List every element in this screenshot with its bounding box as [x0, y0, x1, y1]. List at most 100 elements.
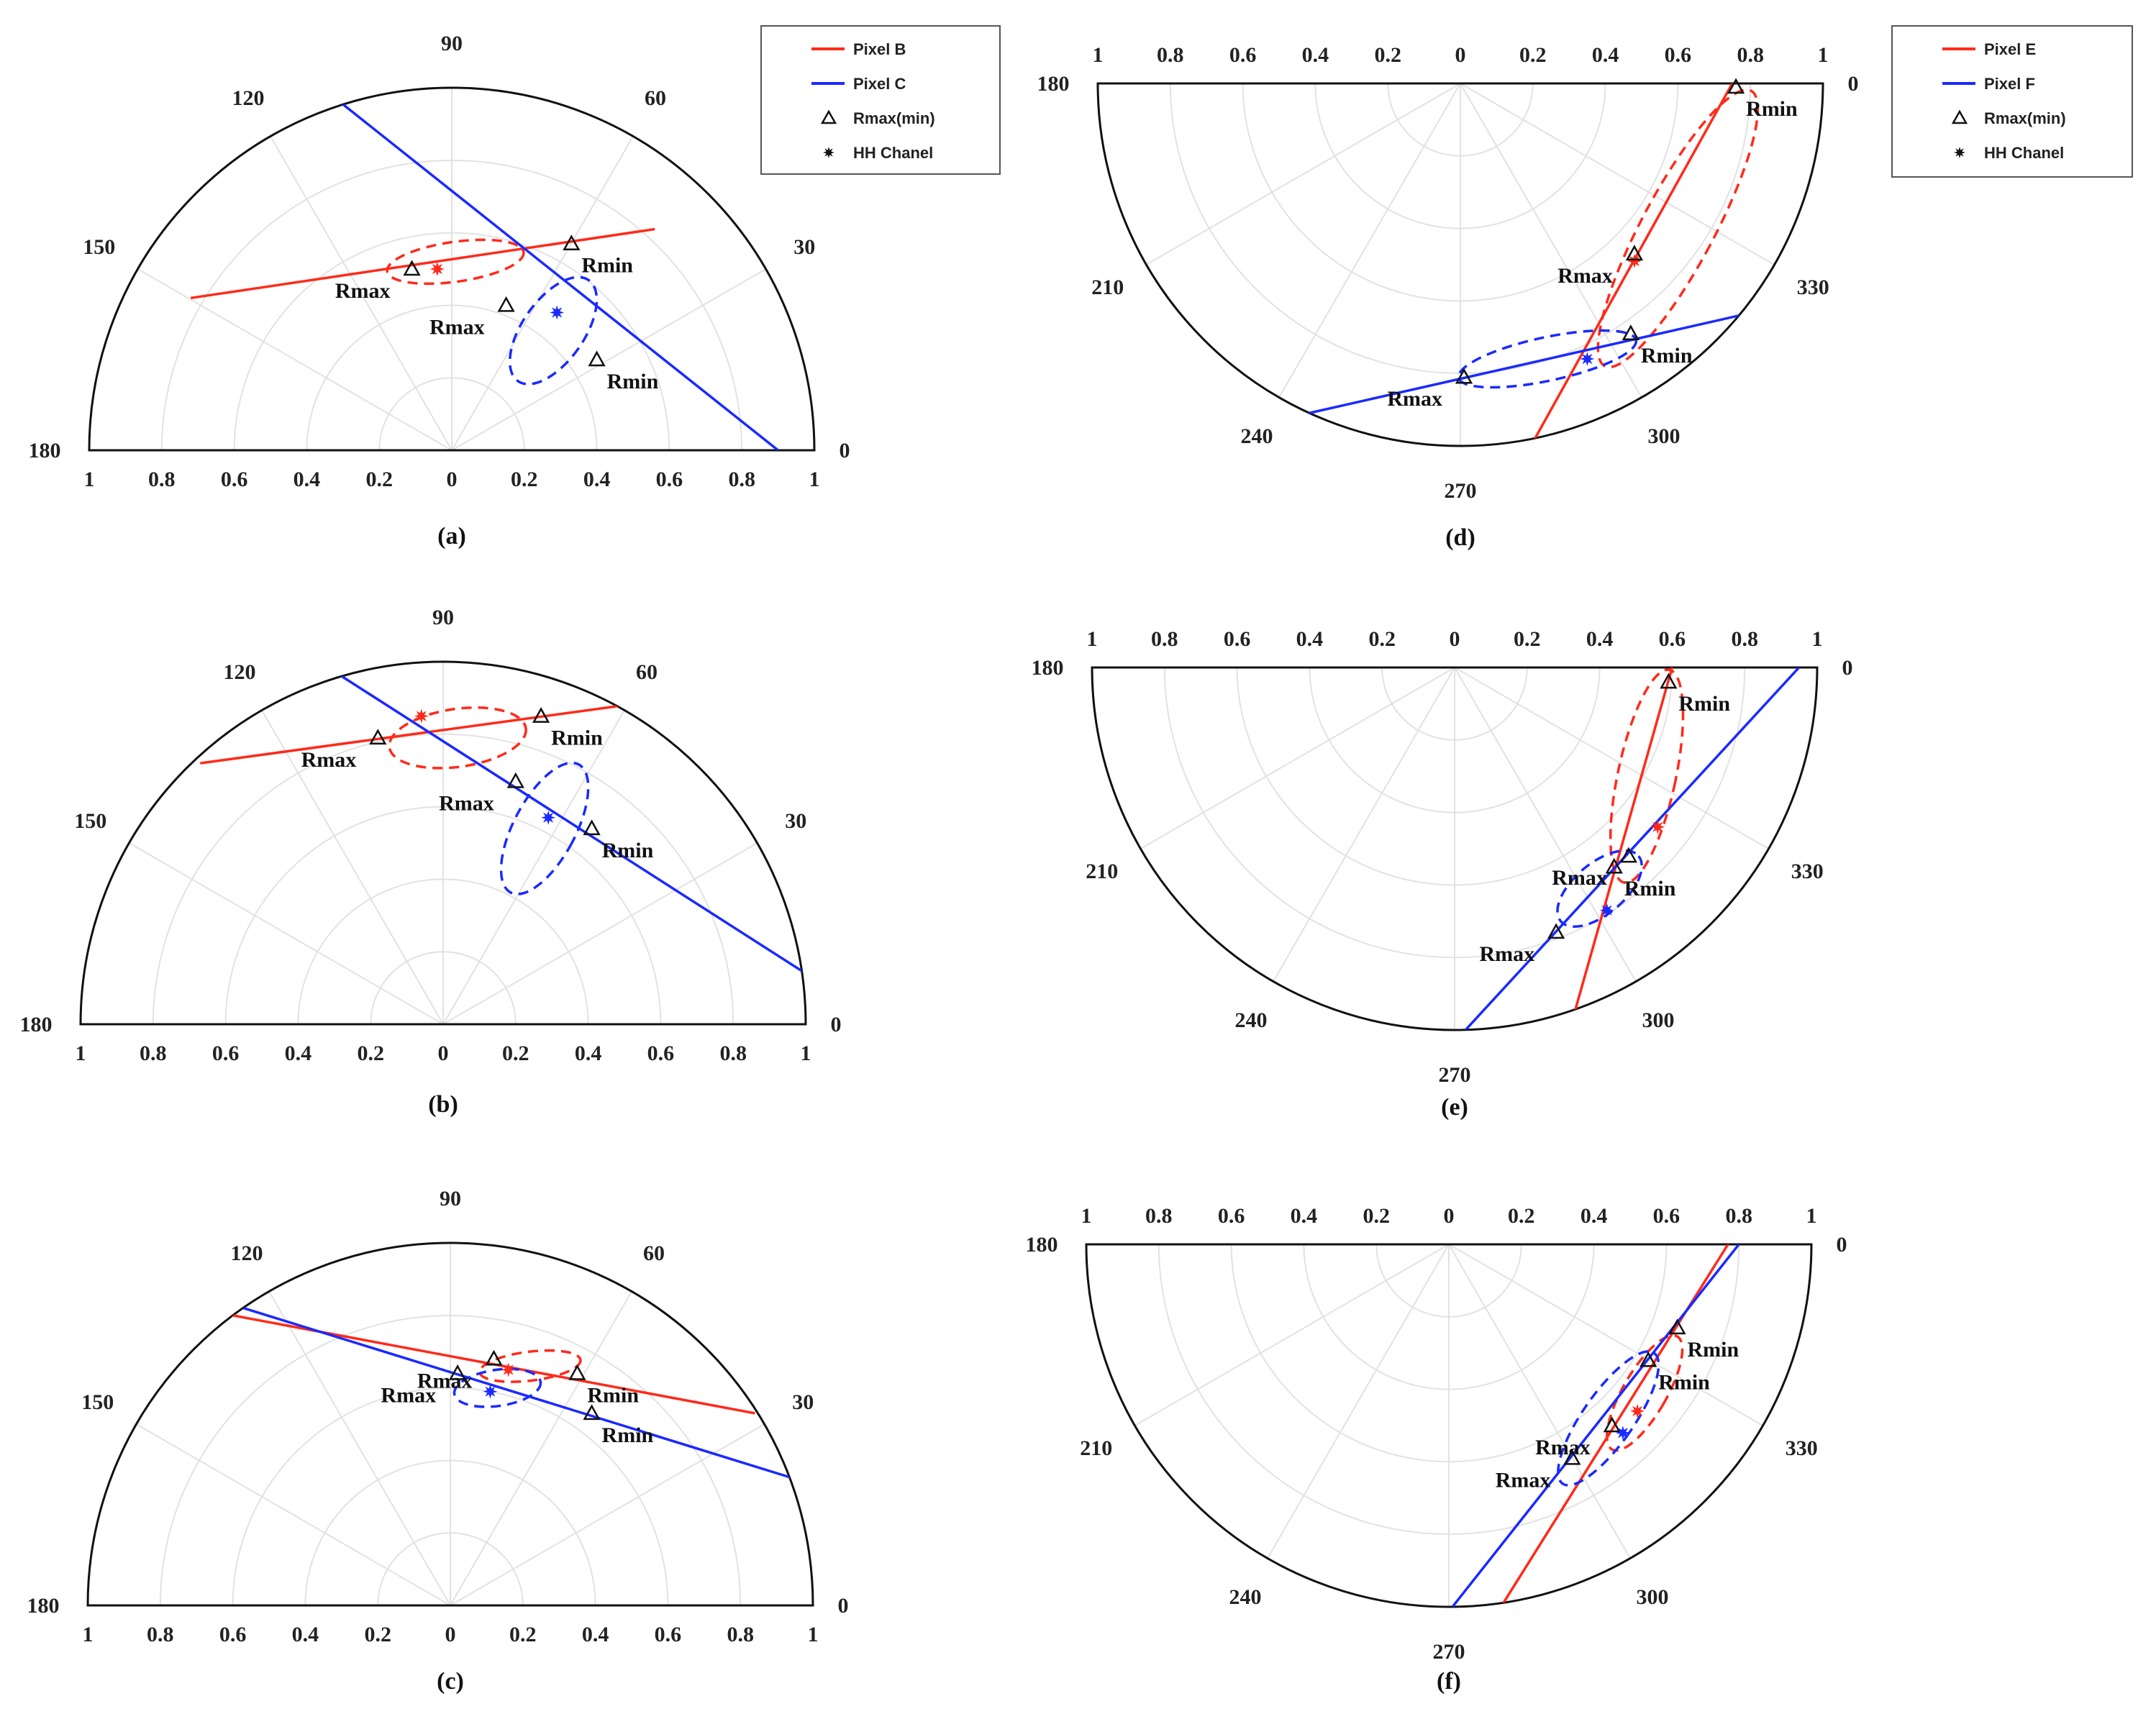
polar-frame — [79, 660, 807, 1026]
radius-tick-label: 0.2 — [357, 1042, 384, 1065]
plot-area — [190, 97, 779, 450]
series-line — [335, 97, 779, 450]
series-line — [1569, 667, 1674, 1027]
grid-spoke — [442, 710, 625, 1025]
radius-tick-label: 0.2 — [364, 1623, 391, 1646]
radius-tick-label: 0 — [1450, 627, 1460, 651]
radius-tick-label: 0.4 — [583, 468, 611, 491]
radius-tick-label: 0.4 — [1580, 1204, 1608, 1228]
point-label: Rmin — [587, 1383, 639, 1407]
point-label: Rmin — [1688, 1338, 1739, 1362]
angle-label: 90 — [440, 1187, 461, 1211]
point-label: Rmax — [429, 315, 485, 339]
series-line — [200, 703, 625, 765]
point-label: Rmin — [1641, 344, 1693, 368]
point-label: Rmax — [335, 279, 391, 303]
series-line — [1464, 667, 1801, 1030]
radius-tick-label: 0.2 — [502, 1042, 529, 1065]
plot-area — [1464, 667, 1801, 1030]
radius-tick-label: 0.8 — [1725, 1204, 1752, 1228]
radius-tick-label: 0.6 — [1659, 627, 1686, 651]
legend-label: Pixel B — [853, 40, 906, 58]
radius-tick-label: 0.4 — [292, 1623, 319, 1646]
angle-label: 30 — [793, 235, 815, 259]
angle-label: 90 — [432, 606, 454, 629]
radius-tick-label: 1 — [801, 1042, 811, 1065]
rmax-rmin-marker — [1547, 923, 1565, 939]
radius-tick-label: 0 — [1455, 43, 1466, 67]
point-label: Rmin — [581, 254, 633, 278]
legend-star-swatch — [823, 147, 834, 158]
grid-spoke — [1448, 1244, 1763, 1426]
radius-tick-label: 0.2 — [509, 1623, 537, 1646]
rmax-rmin-marker — [588, 350, 606, 367]
radius-tick-label: 0.8 — [148, 468, 176, 491]
radius-tick-label: 0.6 — [1229, 43, 1257, 67]
grid-spoke — [442, 842, 758, 1025]
angle-label: 0 — [840, 439, 850, 462]
legend-star-swatch — [1954, 147, 1965, 158]
radius-tick-label: 0.6 — [656, 468, 683, 491]
radius-tick-label: 0.2 — [1368, 627, 1396, 651]
rmax-rmin-marker — [1625, 245, 1644, 261]
grid-spoke — [450, 1423, 765, 1606]
radius-tick-label: 1 — [1806, 1204, 1817, 1228]
angle-label: 180 — [1037, 72, 1070, 96]
angle-label: 270 — [1439, 1063, 1471, 1087]
angle-label: 120 — [224, 660, 256, 684]
rmax-rmin-marker — [583, 819, 601, 836]
series-pixel-e — [1569, 667, 1685, 1027]
angle-label: 300 — [1642, 1008, 1675, 1032]
rmax-rmin-marker — [1668, 1318, 1686, 1335]
legend-label: Rmax(min) — [853, 109, 935, 127]
series-pixel-b — [200, 703, 625, 770]
rmax-rmin-marker — [1563, 1449, 1581, 1465]
angle-label: 270 — [1433, 1640, 1465, 1664]
polarization-ellipse — [508, 275, 599, 386]
radius-tick-label: 0.4 — [1291, 1204, 1318, 1228]
panel-caption: (e) — [1441, 1094, 1468, 1121]
grid-spoke — [137, 268, 452, 451]
point-label: Rmax — [1387, 387, 1442, 411]
point-label: Rmin — [602, 839, 654, 862]
rmax-rmin-marker — [1639, 1351, 1657, 1367]
polar-grid — [1146, 83, 1775, 446]
legend-label: Pixel F — [1984, 75, 2035, 93]
point-label: Rmin — [602, 1423, 654, 1447]
polar-grid — [137, 88, 766, 451]
plot-area — [1451, 1244, 1740, 1607]
radius-tick-label: 0.4 — [294, 468, 321, 491]
rmax-rmin-marker — [568, 1364, 586, 1380]
radius-tick-label: 1 — [76, 1042, 86, 1065]
angle-label: 240 — [1235, 1008, 1268, 1032]
hh-channel-marker — [501, 1362, 516, 1377]
point-label: Rmin — [1624, 877, 1676, 901]
point-label: Rmin — [1658, 1370, 1710, 1394]
legend-triangle-swatch — [1951, 109, 1968, 124]
grid-spoke — [1273, 667, 1455, 982]
polar-frame — [1091, 666, 1819, 1031]
angle-label: 330 — [1797, 275, 1829, 299]
series-line — [340, 675, 806, 975]
legend-right: Pixel E Pixel F Rmax(min) HH Chanel — [1891, 25, 2133, 178]
series-line — [1451, 1244, 1740, 1607]
angle-label: 60 — [636, 660, 658, 684]
grid-spoke — [1454, 667, 1637, 982]
angle-label: 120 — [232, 86, 265, 110]
grid-spoke — [261, 710, 444, 1025]
legend-label: Rmax(min) — [1984, 109, 2066, 127]
angle-label: 180 — [20, 1013, 53, 1036]
angle-label: 180 — [27, 1594, 60, 1618]
point-label: Rmax — [1552, 866, 1607, 890]
series-pixel-c — [335, 97, 779, 450]
radius-tick-label: 0.4 — [575, 1042, 602, 1065]
radius-tick-label: 0.2 — [365, 468, 393, 491]
point-label: Rmin — [1678, 692, 1730, 716]
point-label: Rmin — [1746, 97, 1798, 121]
angle-label: 30 — [792, 1390, 814, 1414]
hh-channel-marker — [1580, 352, 1595, 366]
radius-tick-label: 0.4 — [1296, 627, 1324, 651]
legend-label: Pixel E — [1984, 40, 2036, 58]
rmax-rmin-marker — [1603, 1416, 1621, 1433]
